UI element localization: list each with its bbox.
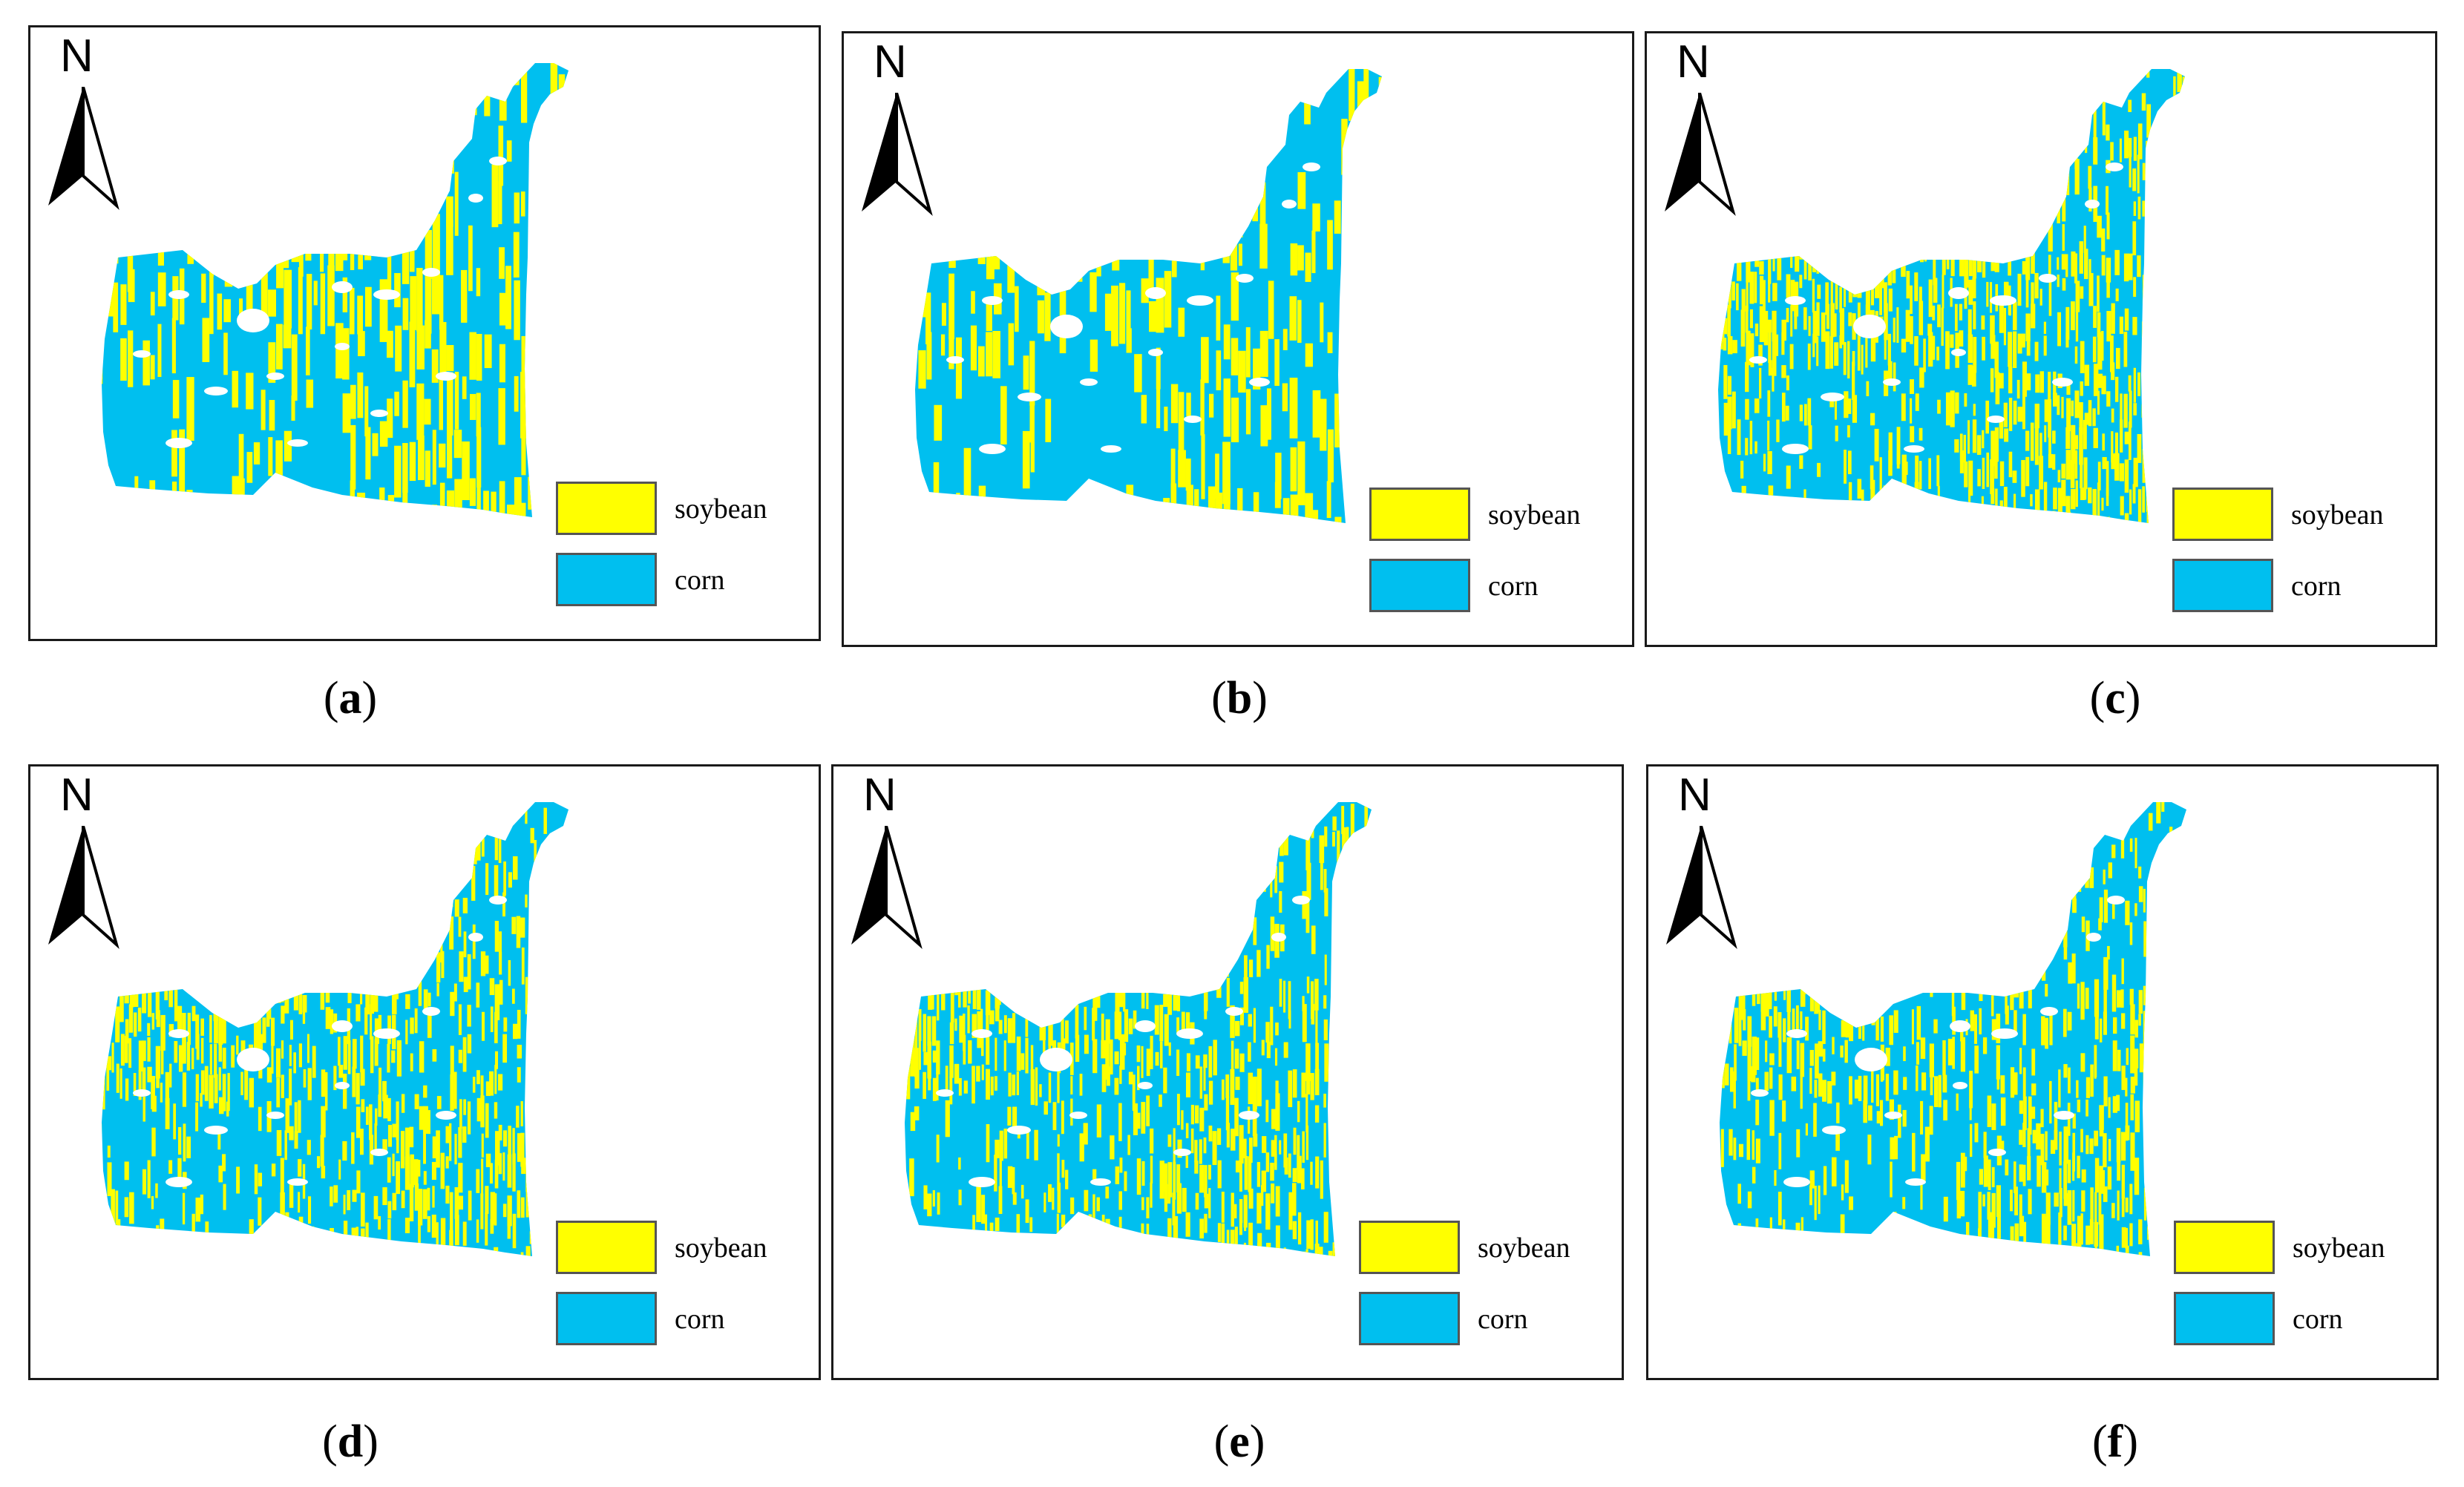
north-label: N [60,30,94,82]
caption-c: (c) [2089,673,2141,723]
crop-area [102,802,569,1256]
legend-soybean-swatch [2172,488,2273,541]
legend-corn-swatch [556,553,657,606]
crop-area [102,63,569,517]
caption-d: (d) [322,1417,379,1467]
classification-map [102,63,569,517]
north-arrow-icon [48,87,119,211]
classification-map [905,802,1372,1256]
legend-soybean-swatch [556,482,657,535]
legend-corn-swatch [2174,1292,2275,1345]
legend-soybean-swatch [2174,1221,2275,1274]
legend-soybean-label: soybean [675,1232,767,1264]
north-label: N [1678,769,1711,821]
north-label: N [863,769,897,821]
corn-area [915,69,1382,523]
legend-corn-swatch [556,1292,657,1345]
north-label: N [874,36,907,88]
crop-area [915,69,1382,523]
legend-soybean-swatch [1359,1221,1460,1274]
crop-area [1720,802,2186,1256]
north-label: N [60,769,94,821]
legend-corn-label: corn [675,565,725,596]
caption-f: (f) [2092,1417,2138,1467]
north-arrow-icon [48,826,119,950]
legend-soybean-label: soybean [2291,499,2384,531]
legend-corn-label: corn [2291,571,2342,602]
legend-soybean-swatch [556,1221,657,1274]
legend-corn-label: corn [1488,571,1539,602]
crop-area [1718,69,2185,523]
legend-soybean-swatch [1369,488,1470,541]
north-arrow-icon [1665,93,1736,217]
classification-map [1718,69,2185,523]
classification-map [915,69,1382,523]
legend-corn-label: corn [2293,1304,2343,1335]
legend-soybean-label: soybean [2293,1232,2385,1264]
classification-map [102,802,569,1256]
legend-soybean-label: soybean [675,493,767,525]
legend-soybean-label: soybean [1488,499,1581,531]
caption-e: (e) [1213,1417,1265,1467]
legend-corn-swatch [1359,1292,1460,1345]
legend-soybean-label: soybean [1478,1232,1570,1264]
north-arrow-icon [1666,826,1737,950]
crop-area [905,802,1372,1256]
legend-corn-label: corn [1478,1304,1528,1335]
caption-a: (a) [323,673,378,723]
north-arrow-icon [851,826,923,950]
legend-corn-swatch [2172,559,2273,612]
north-arrow-icon [862,93,933,217]
legend-corn-swatch [1369,559,1470,612]
classification-map [1720,802,2186,1256]
legend-corn-label: corn [675,1304,725,1335]
caption-b: (b) [1211,673,1268,723]
north-label: N [1677,36,1710,88]
